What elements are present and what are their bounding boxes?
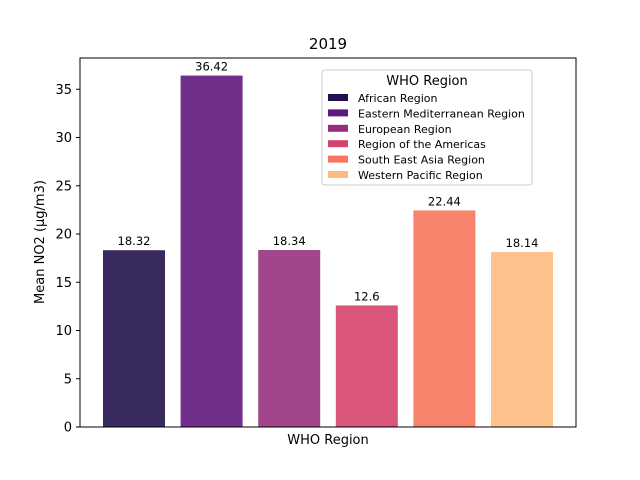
- bar-value-label-2: 18.34: [273, 234, 306, 248]
- legend-label-2: European Region: [358, 123, 452, 136]
- bar-3: [335, 305, 398, 427]
- legend-swatch-1: [328, 109, 348, 117]
- legend-title: WHO Region: [386, 74, 468, 89]
- bar-value-label-1: 36.42: [195, 60, 228, 74]
- legend-swatch-3: [328, 140, 348, 148]
- y-tick-label: 5: [64, 372, 72, 387]
- plot-frame: [79, 57, 577, 428]
- y-tick-label: 15: [55, 276, 72, 291]
- y-tick-label: 30: [55, 131, 72, 146]
- legend-label-0: African Region: [358, 92, 438, 105]
- legend-swatch-4: [328, 155, 348, 163]
- legend-swatch-2: [328, 124, 348, 132]
- bar-value-label-4: 22.44: [428, 194, 461, 208]
- y-axis: 0 5 10 15 20 25 30 35: [55, 83, 80, 436]
- bar-value-label-3: 12.6: [354, 289, 380, 303]
- bar-1: [180, 75, 243, 427]
- bar-0: [103, 250, 165, 427]
- y-axis-label: Mean NO2 (μg/m3): [33, 180, 48, 304]
- bar-2: [258, 250, 321, 427]
- y-tick-label: 25: [55, 179, 72, 194]
- legend-label-4: South East Asia Region: [358, 154, 485, 167]
- bar-5: [491, 251, 553, 427]
- chart-title: 2019: [309, 35, 347, 53]
- bar-value-label-0: 18.32: [118, 234, 151, 248]
- x-axis-label: WHO Region: [287, 433, 369, 448]
- legend-box: [321, 69, 533, 186]
- legend: WHO Region African Region Eastern Mediter…: [321, 69, 533, 186]
- bar-value-label-5: 18.14: [506, 236, 539, 250]
- legend-label-5: Western Pacific Region: [358, 169, 483, 182]
- bars-group: [103, 75, 553, 427]
- y-tick-label: 20: [55, 228, 72, 243]
- legend-label-1: Eastern Mediterranean Region: [358, 107, 525, 120]
- bar-4: [413, 210, 476, 427]
- y-tick-label: 10: [55, 324, 72, 339]
- legend-swatch-0: [328, 94, 348, 101]
- legend-items: African Region Eastern Mediterranean Regi…: [328, 92, 525, 182]
- legend-label-3: Region of the Americas: [358, 138, 486, 151]
- legend-swatch-5: [328, 171, 348, 178]
- bar-labels-group: 18.32 36.42 18.34 12.6 22.44 18.14: [118, 60, 539, 304]
- y-tick-label: 35: [55, 83, 72, 98]
- y-tick-label: 0: [64, 421, 72, 436]
